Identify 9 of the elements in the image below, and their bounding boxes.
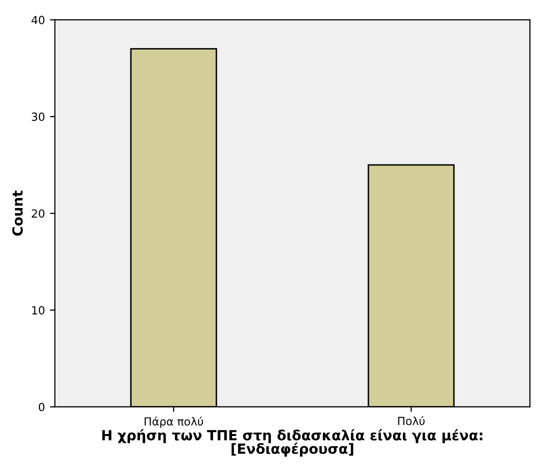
y-tick-label: 10 <box>32 306 44 314</box>
y-tick-label: 20 <box>32 209 44 218</box>
y-tick-label: 0 <box>38 402 44 412</box>
x-axis-title: Η χρήση των ΤΠΕ στη διδασκαλία είναι για μένα: [Ενδιαφέρουσα] <box>102 429 482 457</box>
y-tick-label: 40 <box>32 16 44 24</box>
x-tick-label: Πολύ <box>398 416 425 426</box>
y-axis-title: Count <box>12 190 23 236</box>
y-tick-label: 30 <box>32 112 44 121</box>
x-tick-label: Πάρα πολύ <box>144 416 204 428</box>
